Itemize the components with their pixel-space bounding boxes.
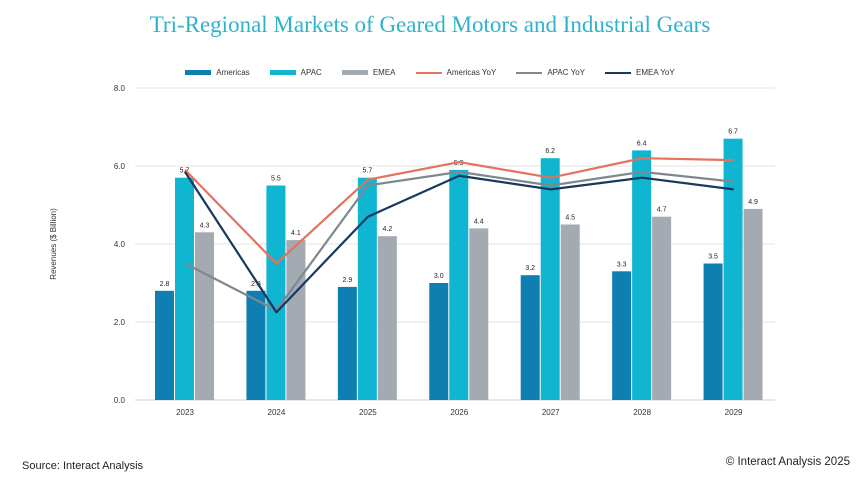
- legend-label-americas-yoy: Americas YoY: [446, 68, 497, 77]
- chart-title: Tri-Regional Markets of Geared Motors an…: [149, 12, 711, 37]
- x-tick-label: 2024: [268, 408, 286, 417]
- x-tick-label: 2025: [359, 408, 377, 417]
- y-tick-label: 8.0: [114, 84, 126, 93]
- legend-label-apac: APAC: [300, 68, 322, 77]
- data-label: 6.4: [637, 140, 647, 147]
- legend-label-emea-yoy: EMEA YoY: [635, 68, 675, 77]
- legend-item-emea-yoy: EMEA YoY: [604, 68, 675, 77]
- bar-emea: [652, 216, 672, 400]
- data-label: 2.8: [160, 281, 170, 288]
- data-label: 5.9: [454, 160, 464, 167]
- legend: Americas APAC EMEA Americas YoY APAC YoY…: [0, 68, 860, 77]
- line-americas-yoy: [184, 157, 734, 265]
- bar-apac: [357, 177, 377, 400]
- legend-swatch-emea-yoy: [604, 71, 631, 74]
- bar-emea: [195, 232, 214, 400]
- bar-americas: [703, 263, 723, 400]
- y-tick-label: 6.0: [114, 162, 126, 171]
- bar-americas: [246, 290, 266, 400]
- legend-item-emea: EMEA: [341, 68, 396, 77]
- bar-apac: [266, 185, 286, 400]
- y-tick-label: 0.0: [114, 396, 126, 405]
- legend-item-apac-yoy: APAC YoY: [516, 68, 585, 77]
- data-label: 2.9: [342, 277, 352, 284]
- legend-swatch-apac: [269, 70, 296, 75]
- bar-apac: [540, 158, 560, 400]
- data-label: 3.0: [434, 273, 444, 280]
- data-label: 6.2: [545, 148, 555, 155]
- bar-emea: [286, 240, 306, 400]
- data-label: 5.7: [180, 168, 190, 175]
- bar-americas: [337, 286, 357, 400]
- legend-swatch-apac-yoy: [516, 71, 543, 74]
- bar-emea: [469, 228, 489, 400]
- bar-emea: [560, 224, 580, 400]
- x-tick-label: 2027: [542, 408, 560, 417]
- bar-americas: [612, 271, 632, 400]
- source-note: Source: Interact Analysis: [22, 460, 144, 472]
- bar-apac: [632, 150, 652, 400]
- y-tick-label: 4.0: [114, 240, 126, 249]
- y-axis-title: Revenues ($ Billion): [49, 208, 58, 280]
- x-tick-label: 2026: [450, 408, 468, 417]
- data-label: 4.9: [748, 199, 758, 206]
- legend-swatch-americas: [185, 70, 212, 75]
- data-label: 4.3: [200, 222, 210, 229]
- legend-label-americas: Americas: [216, 68, 250, 77]
- legend-item-americas-yoy: Americas YoY: [415, 68, 497, 77]
- bar-apac: [175, 177, 194, 400]
- copyright-note: © Interact Analysis 2025: [725, 456, 850, 468]
- data-label: 4.2: [382, 226, 392, 233]
- legend-label-emea: EMEA: [372, 68, 396, 77]
- data-label: 3.5: [708, 254, 718, 261]
- legend-swatch-americas-yoy: [415, 71, 442, 74]
- data-label: 2.8: [251, 281, 261, 288]
- bar-apac: [723, 138, 743, 400]
- bar-emea: [377, 236, 397, 400]
- bar-americas: [429, 283, 449, 400]
- y-tick-label: 2.0: [114, 318, 126, 327]
- data-label: 4.4: [474, 218, 484, 225]
- data-label: 4.7: [657, 207, 667, 214]
- legend-item-americas: Americas: [185, 68, 250, 77]
- bar-emea: [743, 208, 763, 400]
- bar-apac: [449, 169, 469, 400]
- x-tick-label: 2028: [633, 408, 651, 417]
- legend-swatch-emea: [341, 70, 368, 75]
- x-tick-label: 2029: [725, 408, 743, 417]
- data-label: 3.3: [617, 261, 627, 268]
- bar-americas: [520, 275, 540, 400]
- data-label: 3.2: [525, 265, 535, 272]
- data-label: 6.7: [728, 129, 738, 136]
- data-label: 4.1: [291, 230, 301, 237]
- data-label: 4.5: [565, 215, 575, 222]
- legend-label-apac-yoy: APAC YoY: [547, 68, 585, 77]
- line-emea-yoy: [184, 171, 734, 314]
- bar-americas: [155, 290, 174, 400]
- legend-item-apac: APAC: [269, 68, 322, 77]
- x-tick-label: 2023: [176, 408, 194, 417]
- data-label: 5.5: [271, 176, 281, 183]
- data-label: 5.7: [362, 168, 372, 175]
